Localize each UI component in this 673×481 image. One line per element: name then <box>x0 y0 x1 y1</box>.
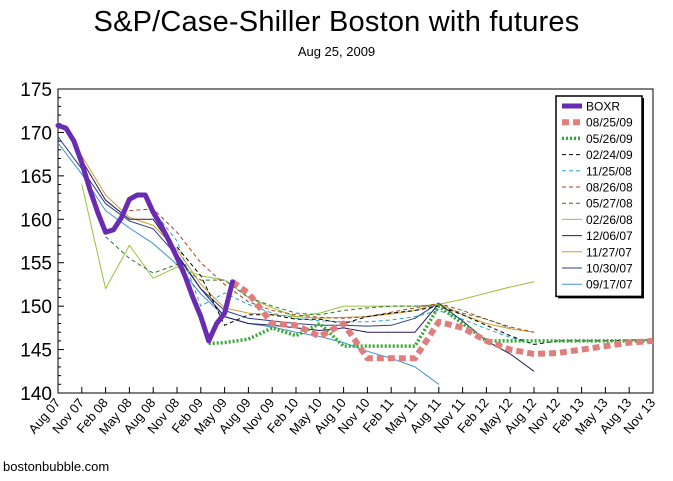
legend-label: 11/25/08 <box>586 164 632 178</box>
y-tick-label: 155 <box>20 254 52 275</box>
series-line-05-26-09 <box>208 304 653 348</box>
legend-label: 05/26/09 <box>586 132 633 146</box>
y-tick-label: 160 <box>20 210 52 231</box>
legend-box <box>555 95 643 298</box>
y-tick-label: 145 <box>20 341 52 362</box>
series-line-08-26-08 <box>129 208 535 333</box>
series-line-02-26-08 <box>81 184 535 318</box>
chart-subtitle: Aug 25, 2009 <box>297 44 376 59</box>
y-tick-label: 165 <box>20 167 52 188</box>
series-line-11-25-08 <box>152 210 535 345</box>
y-tick-label: 140 <box>20 384 52 405</box>
legend-label: 02/26/08 <box>586 213 633 227</box>
legend-label: 08/25/09 <box>586 116 633 130</box>
y-tick-label: 175 <box>20 80 52 101</box>
chart-title: S&P/Case-Shiller Boston with futures <box>93 6 580 38</box>
series-line-BOXR <box>55 123 235 344</box>
source-credit: bostonbubble.com <box>3 459 110 474</box>
legend-label: 12/06/07 <box>586 229 633 243</box>
y-tick-label: 170 <box>20 123 52 144</box>
series-line-02-24-09 <box>176 246 653 345</box>
legend-label: 05/27/08 <box>586 197 633 211</box>
legend-label: 10/30/07 <box>586 262 633 276</box>
y-tick-label: 150 <box>20 297 52 318</box>
series-line-08-25-09 <box>230 279 654 362</box>
legend-label: 11/27/07 <box>586 245 632 259</box>
legend-label: 09/17/07 <box>586 278 633 292</box>
legend-label: BOXR <box>586 100 620 114</box>
y-axis: 140 145 150 155 160 165 170 175 <box>20 80 64 405</box>
legend-label: 08/26/08 <box>586 181 633 195</box>
legend: BOXR 08/25/09 05/26/09 02/24/09 11/25/08 08/2… <box>555 95 644 299</box>
series-layer <box>55 123 654 385</box>
legend-label: 02/24/09 <box>586 148 633 162</box>
